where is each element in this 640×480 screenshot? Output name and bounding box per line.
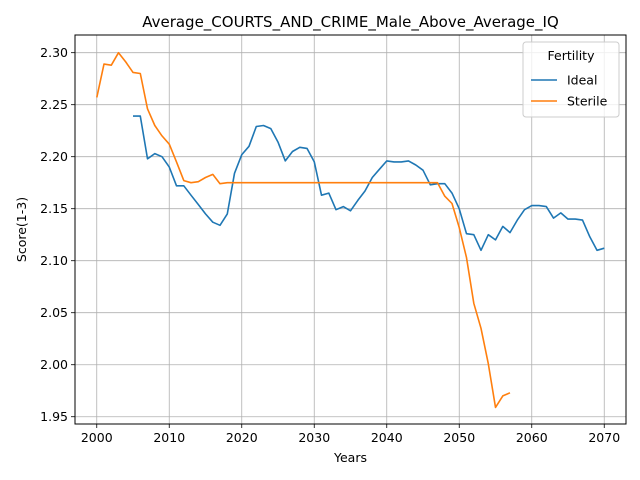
y-tick-label: 2.25 — [40, 97, 68, 112]
x-tick-label: 2050 — [443, 430, 475, 445]
y-tick-label: 2.00 — [40, 357, 68, 372]
x-tick-label: 2010 — [153, 430, 185, 445]
axis-ticks: 2000 2010 2020 2030 2040 2050 2060 2070 1.95 2.00… — [40, 45, 620, 445]
x-tick-label: 2020 — [226, 430, 258, 445]
chart-title: Average_COURTS_AND_CRIME_Male_Above_Aver… — [142, 13, 559, 32]
x-tick-label: 2060 — [516, 430, 548, 445]
y-axis-label: Score(1-3) — [14, 197, 29, 262]
y-tick-label: 2.20 — [40, 149, 68, 164]
legend-box — [522, 41, 620, 118]
legend-label-ideal: Ideal — [567, 73, 597, 88]
x-tick-label: 2040 — [371, 430, 403, 445]
y-tick-label: 2.15 — [40, 201, 68, 216]
legend-title: Fertility — [548, 48, 596, 63]
plot-frame — [74, 34, 627, 425]
series-line-sterile — [96, 51, 511, 409]
series-lines — [96, 51, 605, 409]
x-axis-label: Years — [333, 450, 367, 465]
x-tick-label: 2000 — [81, 430, 113, 445]
legend-label-sterile: Sterile — [567, 94, 608, 109]
legend: Fertility Ideal Sterile — [522, 41, 620, 118]
legend-items: Ideal Sterile — [531, 73, 608, 109]
y-tick-label: 2.05 — [40, 305, 68, 320]
y-tick-label: 2.10 — [40, 253, 68, 268]
x-tick-label: 2070 — [588, 430, 620, 445]
y-tick-label: 1.95 — [40, 409, 68, 424]
series-line-ideal — [133, 115, 605, 252]
x-tick-label: 2030 — [298, 430, 330, 445]
y-tick-label: 2.30 — [40, 45, 68, 60]
